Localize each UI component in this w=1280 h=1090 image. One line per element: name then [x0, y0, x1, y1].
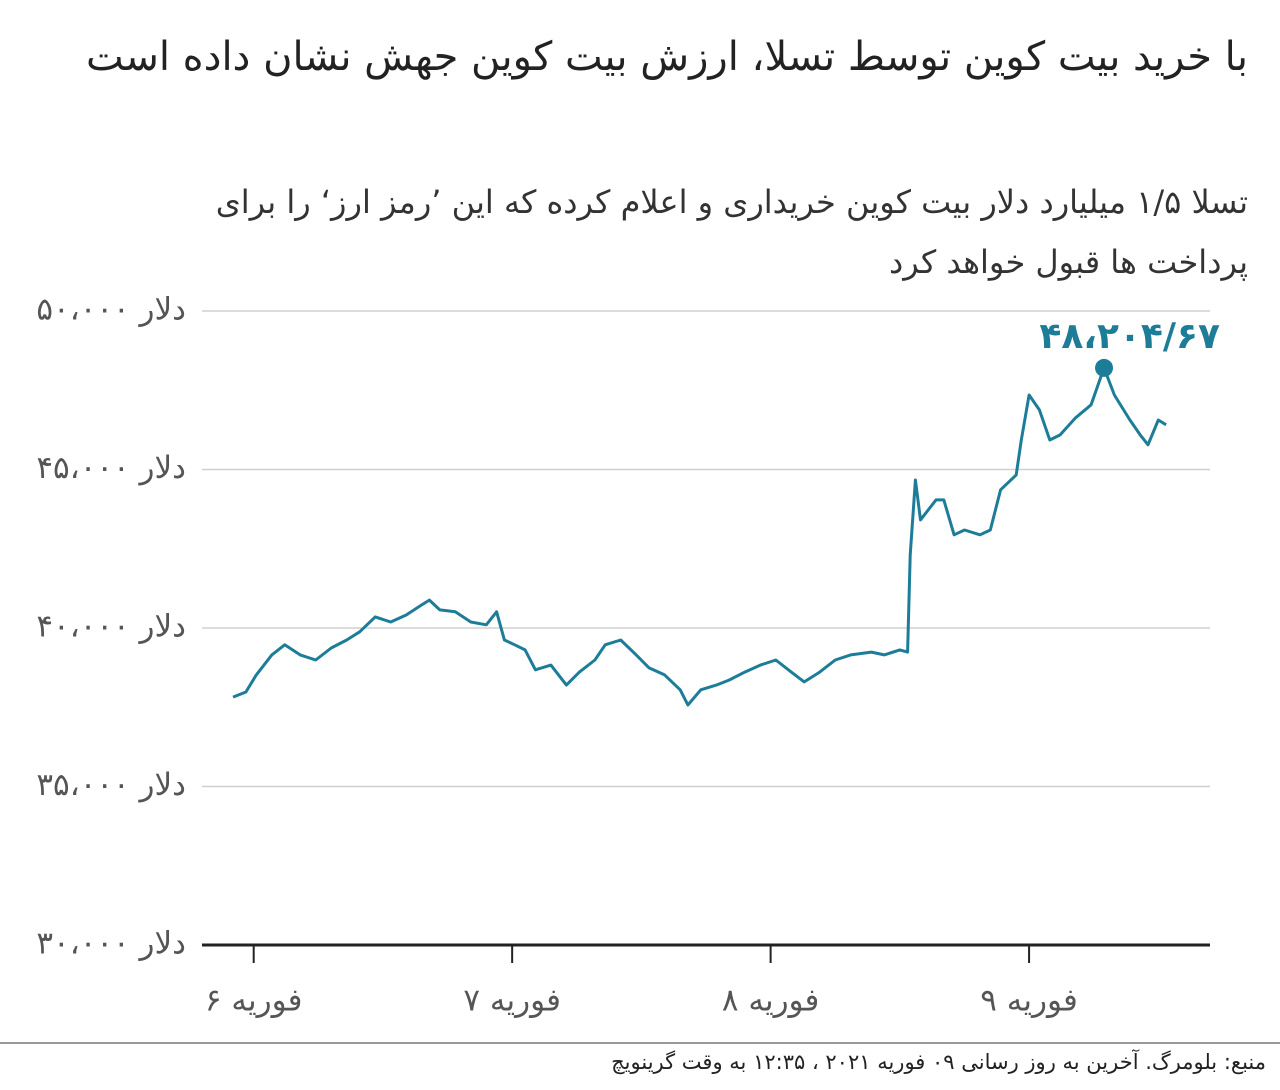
peak-marker	[1095, 358, 1114, 377]
x-tick-label: ۸ فوریه	[722, 983, 820, 1019]
y-tick-label: ۴۵،۰۰۰ دلار	[36, 450, 186, 486]
chart-subtitle: تسلا ۱/۵ میلیارد دلار بیت کوین خریداری و…	[215, 183, 1248, 281]
x-tick-label: ۷ فوریه	[463, 983, 561, 1019]
chart-title: با خرید بیت کوین توسط تسلا، ارزش بیت کوی…	[86, 34, 1248, 80]
y-tick-label: ۳۰،۰۰۰ دلار	[36, 926, 186, 962]
peak-label: ۴۸،۲۰۴/۶۷	[1039, 316, 1220, 357]
y-tick-label: ۴۰،۰۰۰ دلار	[36, 609, 186, 645]
line-series	[232, 366, 1167, 707]
x-tick-label: ۹ فوریه	[980, 983, 1078, 1019]
source-note: منبع: بلومرگ. آخرین به روز رسانی ۰۹ فوری…	[611, 1050, 1266, 1074]
x-tick-label: ۶ فوریه	[205, 983, 303, 1019]
y-tick-label: ۵۰،۰۰۰ دلار	[36, 292, 186, 328]
y-tick-label: ۳۵،۰۰۰ دلار	[36, 767, 186, 803]
